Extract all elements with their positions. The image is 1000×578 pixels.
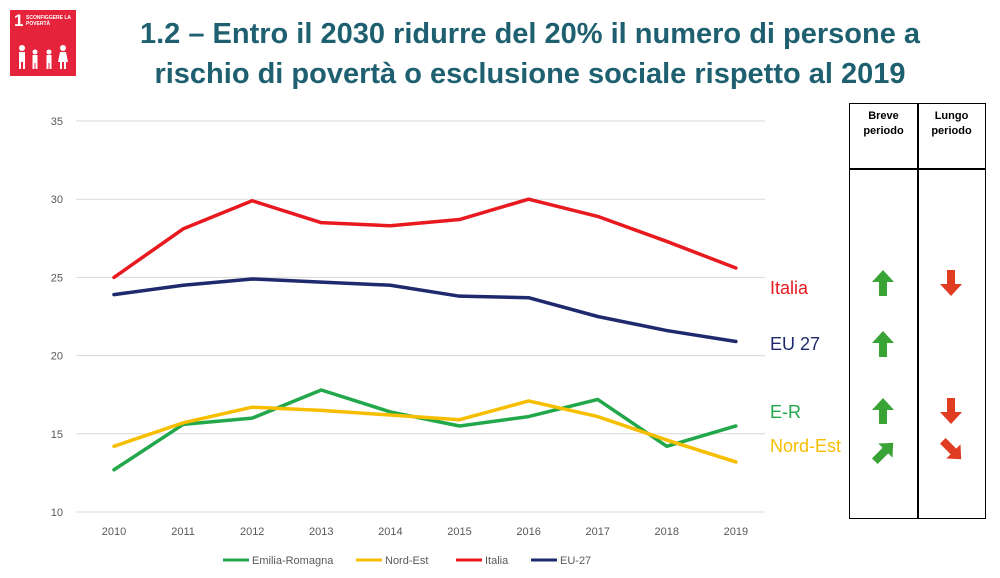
- family-icon: [19, 45, 68, 69]
- trend-table: Breve periodo Lungo periodo: [849, 103, 986, 519]
- y-tick-label: 10: [51, 507, 63, 519]
- annotation-eu27: EU 27: [770, 334, 821, 354]
- header-short-term-line-1: Breve: [868, 110, 899, 122]
- annotation-emilia-romagna: E-R: [770, 402, 801, 422]
- y-tick-label: 20: [51, 351, 63, 363]
- x-tick-label: 2016: [516, 526, 540, 538]
- series-line-italia: [112, 197, 738, 280]
- x-tick-label: 2015: [447, 526, 471, 538]
- x-tick-label: 2019: [724, 526, 748, 538]
- up-right-arrow-icon: [871, 442, 894, 465]
- legend-label: Italia: [485, 555, 509, 567]
- legend-label: EU-27: [560, 555, 591, 567]
- table-divider-vertical: [917, 104, 919, 518]
- sdg-logo-number: 1: [14, 11, 24, 30]
- slide-title-line-2: rischio di povertà o esclusione sociale …: [154, 58, 906, 90]
- x-tick-label: 2018: [655, 526, 679, 538]
- series-line-eu-27: [112, 277, 738, 344]
- y-tick-label: 25: [51, 272, 63, 284]
- line-chart: 10 15 20 25 30 35 2010 2011 2012 2013 2014 2015 2016…: [51, 116, 765, 567]
- header-short-term: Breve periodo: [850, 109, 917, 139]
- legend-label: Emilia-Romagna: [252, 555, 334, 567]
- x-tick-label: 2017: [585, 526, 609, 538]
- x-tick-label: 2014: [378, 526, 402, 538]
- x-tick-label: 2012: [240, 526, 264, 538]
- up-arrow-icon: [872, 331, 894, 357]
- y-tick-label: 15: [51, 429, 63, 441]
- up-arrow-icon: [872, 398, 894, 424]
- series-line-emilia-romagna: [112, 388, 738, 472]
- table-divider-horizontal: [850, 168, 985, 170]
- sdg-logo-text: SCONFIGGERE LA POVERTÀ: [26, 15, 71, 27]
- down-arrow-icon: [940, 398, 962, 424]
- down-arrow-icon: [940, 270, 962, 296]
- slide-title: 1.2 – Entro il 2030 ridurre del 20% il n…: [100, 14, 960, 94]
- y-tick-label: 30: [51, 194, 63, 206]
- y-tick-label: 35: [51, 116, 63, 128]
- header-long-term-line-1: Lungo: [934, 110, 969, 122]
- slide-title-line-1: 1.2 – Entro il 2030 ridurre del 20% il n…: [139, 18, 921, 50]
- legend-label: Nord-Est: [385, 555, 428, 567]
- header-long-term: Lungo periodo: [918, 109, 985, 139]
- series-line-nord-est: [112, 399, 738, 464]
- annotation-nord-est: Nord-Est: [770, 436, 842, 456]
- sdg-goal-1-logo: 1 SCONFIGGERE LA POVERTÀ: [10, 10, 76, 76]
- annotation-italia: Italia: [770, 278, 809, 298]
- header-long-term-line-2: periodo: [931, 125, 972, 137]
- down-right-arrow-icon: [939, 437, 962, 460]
- x-tick-label: 2010: [102, 526, 126, 538]
- header-short-term-line-2: periodo: [863, 125, 904, 137]
- x-tick-label: 2013: [309, 526, 333, 538]
- up-arrow-icon: [872, 270, 894, 296]
- x-tick-label: 2011: [171, 526, 195, 538]
